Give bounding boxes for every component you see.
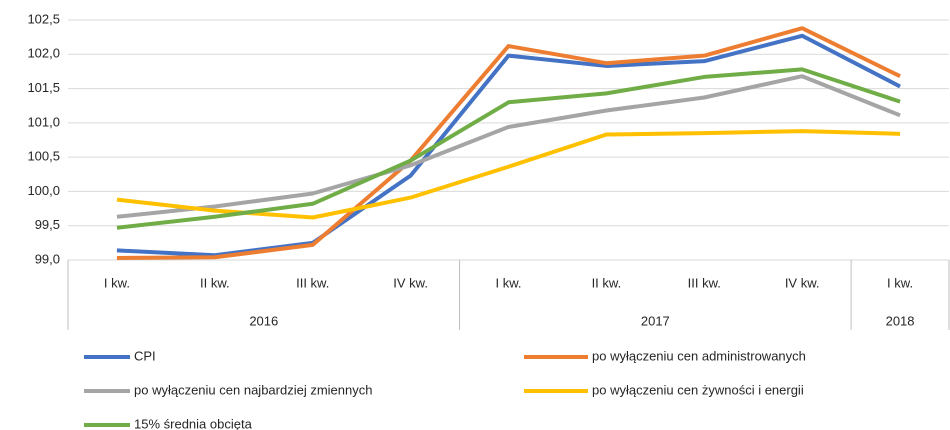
legend-label: 15% średnia obcięta xyxy=(134,416,253,430)
y-tick-label: 100,0 xyxy=(27,183,60,198)
group-label: 2017 xyxy=(641,313,670,328)
y-tick-label: 99,5 xyxy=(35,217,60,232)
y-tick-label: 102,5 xyxy=(27,11,60,26)
x-tick-label: III kw. xyxy=(296,275,329,290)
x-tick-label: II kw. xyxy=(592,275,622,290)
series-line xyxy=(116,74,901,219)
x-tick-label: IV kw. xyxy=(393,275,428,290)
y-tick-label: 101,0 xyxy=(27,114,60,129)
legend-label: po wyłączeniu cen żywności i energii xyxy=(592,382,804,397)
x-tick-label: I kw. xyxy=(495,275,521,290)
legend-label: po wyłączeniu cen najbardziej zmiennych xyxy=(134,382,372,397)
group-label: 2016 xyxy=(249,313,278,328)
x-tick-label: II kw. xyxy=(200,275,230,290)
x-tick-label: I kw. xyxy=(104,275,130,290)
series-line xyxy=(116,33,901,258)
y-tick-label: 101,5 xyxy=(27,80,60,95)
x-tick-label: IV kw. xyxy=(785,275,820,290)
y-tick-label: 102,0 xyxy=(27,46,60,61)
legend-label: po wyłączeniu cen administrowanych xyxy=(592,348,806,363)
legend-label: CPI xyxy=(134,348,156,363)
series-line xyxy=(116,26,901,260)
y-tick-label: 99,0 xyxy=(35,251,60,266)
x-tick-label: III kw. xyxy=(688,275,721,290)
series-line xyxy=(116,67,901,230)
x-tick-label: I kw. xyxy=(887,275,913,290)
y-tick-label: 100,5 xyxy=(27,149,60,164)
group-label: 2018 xyxy=(886,313,915,328)
